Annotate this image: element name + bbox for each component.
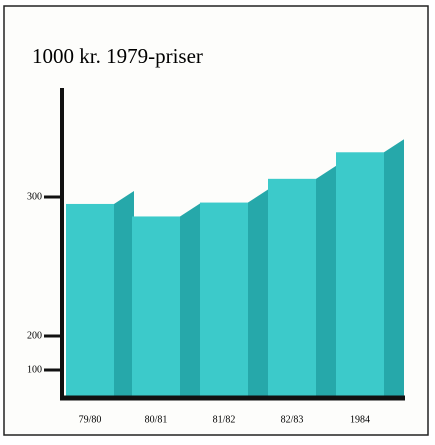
chart-title: 1000 kr. 1979-priser — [32, 44, 203, 68]
x-tick-label: 80/81 — [145, 414, 168, 425]
bar-side — [114, 190, 134, 398]
y-tick-label: 100 — [27, 364, 42, 375]
bar — [200, 202, 248, 398]
x-tick-label: 81/82 — [213, 414, 236, 425]
bar — [336, 152, 384, 398]
bar — [268, 178, 316, 398]
y-tick-label: 200 — [27, 330, 42, 341]
y-tick-label: 300 — [27, 191, 42, 202]
bar-side — [180, 203, 200, 398]
x-tick-label: 79/80 — [79, 414, 102, 425]
x-tick-label: 1984 — [350, 414, 370, 425]
bar — [66, 203, 114, 398]
bar-side — [384, 139, 404, 399]
bar-side — [248, 189, 268, 398]
x-tick-label: 82/83 — [281, 414, 304, 425]
bar — [132, 216, 180, 398]
bar-side — [316, 165, 336, 398]
